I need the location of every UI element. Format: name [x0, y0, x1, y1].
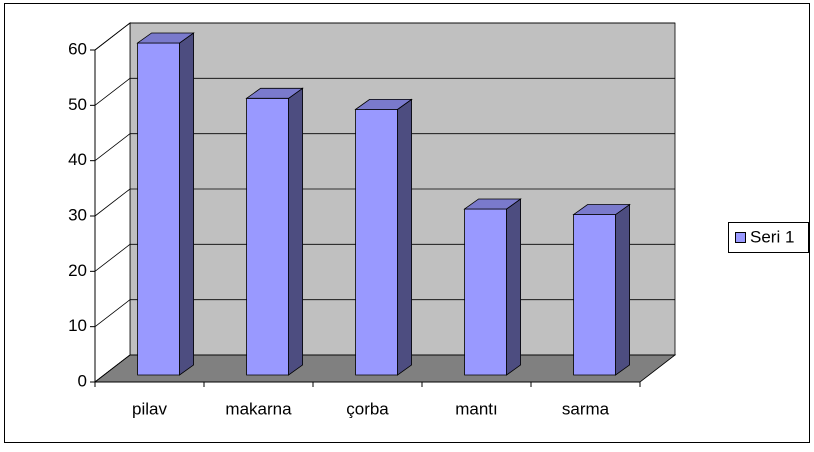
bar-top	[136, 32, 195, 44]
x-tick-label: makarna	[225, 399, 292, 418]
bar-front	[246, 97, 290, 376]
bar-side	[506, 198, 521, 376]
bar	[354, 98, 413, 376]
legend-label: Seri 1	[750, 227, 794, 246]
grid-line	[94, 22, 675, 51]
bar	[245, 87, 304, 376]
legend-swatch	[735, 232, 746, 243]
bar-front	[573, 214, 616, 376]
bar-side	[179, 32, 195, 376]
bar-front	[137, 42, 181, 376]
y-tick-label: 10	[68, 316, 87, 335]
grid-line	[94, 133, 675, 161]
bar-side	[397, 98, 413, 376]
x-tick-label: çorba	[346, 399, 389, 418]
y-tick-label: 50	[68, 95, 87, 114]
x-tick-label: sarma	[562, 399, 610, 418]
y-tick-label: 20	[68, 261, 87, 280]
bar-top	[463, 198, 522, 210]
y-tick-label: 0	[78, 371, 87, 390]
bar-top	[354, 98, 413, 110]
bar	[136, 32, 195, 376]
y-tick-label: 30	[68, 205, 87, 224]
y-tick-label: 60	[68, 39, 87, 58]
bar-side	[288, 87, 304, 376]
grid-line	[94, 188, 675, 217]
x-tick-label: mantı	[455, 399, 498, 418]
bar-top	[245, 87, 304, 99]
bar-side	[615, 203, 630, 376]
bar-front	[464, 208, 508, 376]
bar-top	[572, 204, 631, 215]
y-tick-label: 40	[68, 150, 87, 169]
bar	[463, 198, 522, 376]
grid-line	[94, 77, 675, 106]
x-tick-label: pilav	[132, 399, 167, 418]
bar-front	[355, 108, 399, 376]
bar	[572, 203, 631, 376]
